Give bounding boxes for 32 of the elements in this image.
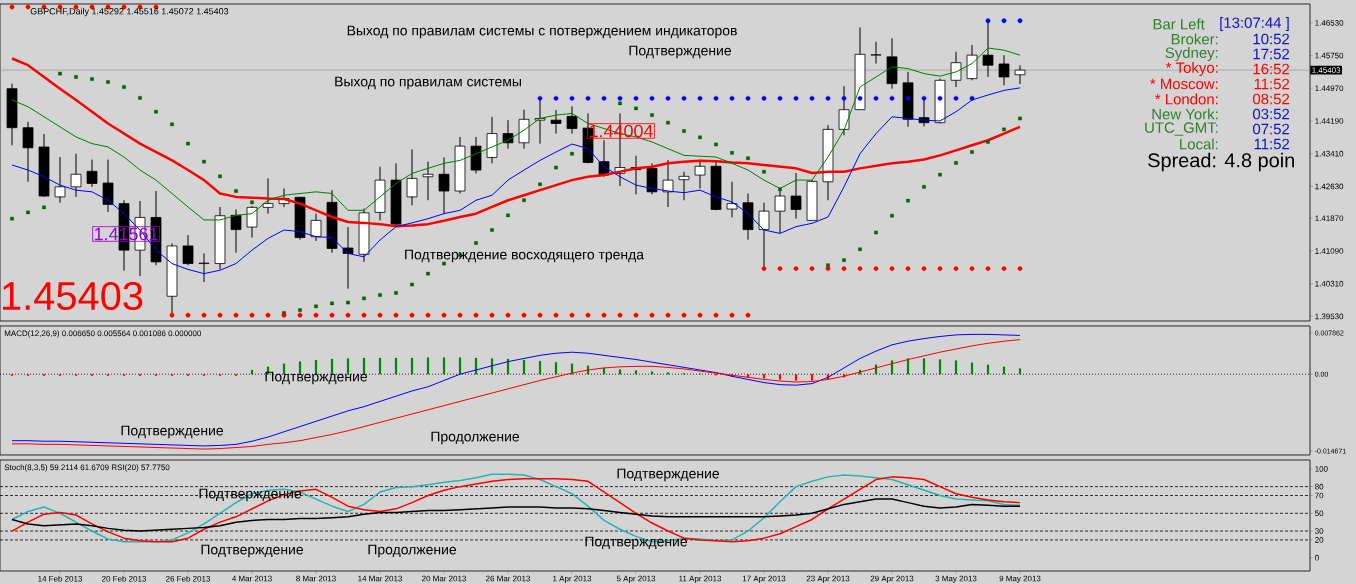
annotation: Подтверждение	[121, 425, 223, 439]
text: 10:52	[1253, 33, 1290, 45]
annotation: GBPCHF,Daily 1.45292 1.45516 1.45072 1.45403	[30, 7, 229, 17]
annotation: Продолжение	[368, 544, 457, 558]
text: Spread: 4.8 poin	[1148, 152, 1294, 172]
annotation: Подтверждение	[585, 536, 687, 550]
annotation: 1.45403	[3, 281, 143, 311]
text: 11:52	[1254, 78, 1290, 90]
annotation: Подтверждение	[629, 45, 731, 59]
annotation: Подтверждение	[201, 544, 303, 558]
text: Bar Left	[1153, 18, 1205, 30]
text: * Tokyo:	[1165, 62, 1218, 76]
text: 11:52	[1254, 138, 1290, 150]
annotation: Подтверждение	[265, 371, 367, 385]
annotation: Выход по правилам системы	[335, 76, 521, 90]
text: * London:	[1155, 93, 1218, 105]
text: 03:52	[1252, 108, 1290, 120]
text: 16:52	[1253, 63, 1290, 75]
annotation: Продолжение	[431, 431, 520, 445]
text: UTC_GMT:	[1145, 122, 1218, 136]
text: 08:52	[1252, 93, 1290, 105]
text: Sydney:	[1165, 47, 1218, 61]
text: [13:07:44 ]	[1220, 17, 1289, 31]
annotation: Выход по правилам системы с потверждением индикаторов	[347, 25, 737, 39]
text: Local:	[1180, 138, 1218, 150]
text: Broker:	[1171, 33, 1218, 45]
annotation: Подтверждение	[617, 468, 719, 482]
text: * Moscow:	[1150, 78, 1218, 90]
text: New York:	[1152, 108, 1218, 120]
text: 17:52	[1253, 48, 1290, 60]
annotation: Подтверждение восходящего тренда	[405, 249, 644, 263]
text: 07:52	[1252, 123, 1290, 135]
